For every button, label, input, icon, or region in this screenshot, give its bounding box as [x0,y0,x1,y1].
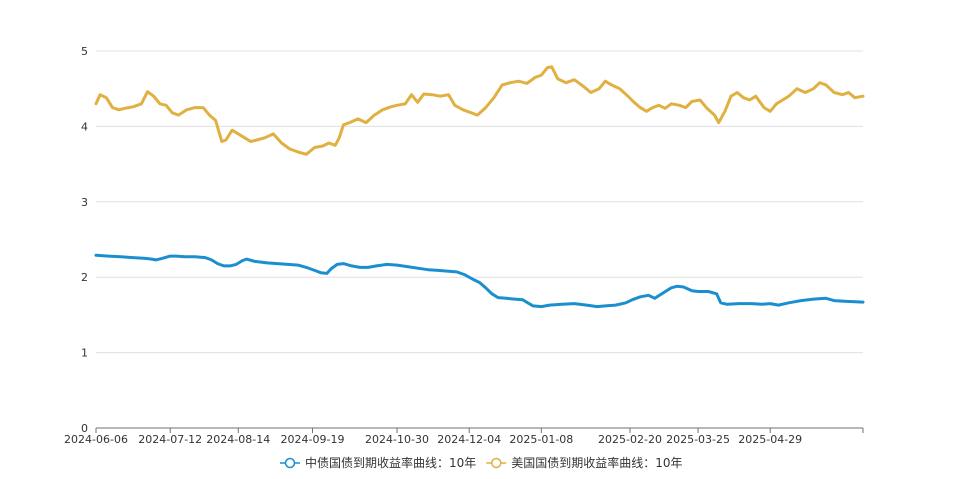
y-tick-label: 1 [81,347,88,360]
series-lines [94,65,865,309]
x-tick-label: 2024-12-04 [437,433,501,446]
y-tick-label: 2 [81,271,88,284]
x-tick-label: 2025-04-29 [738,433,802,446]
grid-lines [96,50,863,354]
x-tick-label: 2024-09-19 [281,433,345,446]
legend[interactable]: 中债国债到期收益率曲线：10年 美国国债到期收益率曲线：10年 [280,455,683,470]
y-tick-label: 3 [81,196,88,209]
legend-item-1[interactable]: 美国国债到期收益率曲线：10年 [486,455,683,470]
y-tick-label: 4 [81,120,88,133]
legend-label: 中债国债到期收益率曲线：10年 [305,455,476,470]
series-line-0 [94,253,865,309]
x-tick-label: 2024-10-30 [365,433,429,446]
y-tick-label: 0 [81,422,88,435]
series-line-1 [94,65,865,156]
x-tick-label: 2024-07-12 [138,433,202,446]
legend-label: 美国国债到期收益率曲线：10年 [511,455,682,470]
axes: 0 1 2 3 4 5 2024-06-06 2024-07-12 2024-08-14 2024… [64,45,864,446]
x-tick-label: 2024-06-06 [64,433,128,446]
x-tick-label: 2025-02-20 [598,433,662,446]
legend-circle-icon [284,457,296,469]
y-tick-label: 5 [81,45,88,58]
legend-circle-icon [491,457,502,469]
x-tick-label: 2024-08-14 [206,433,270,446]
x-tick-label: 2025-01-08 [509,433,573,446]
x-tick-label: 2025-03-25 [666,433,730,446]
legend-item-0[interactable]: 中债国债到期收益率曲线：10年 [280,455,476,470]
